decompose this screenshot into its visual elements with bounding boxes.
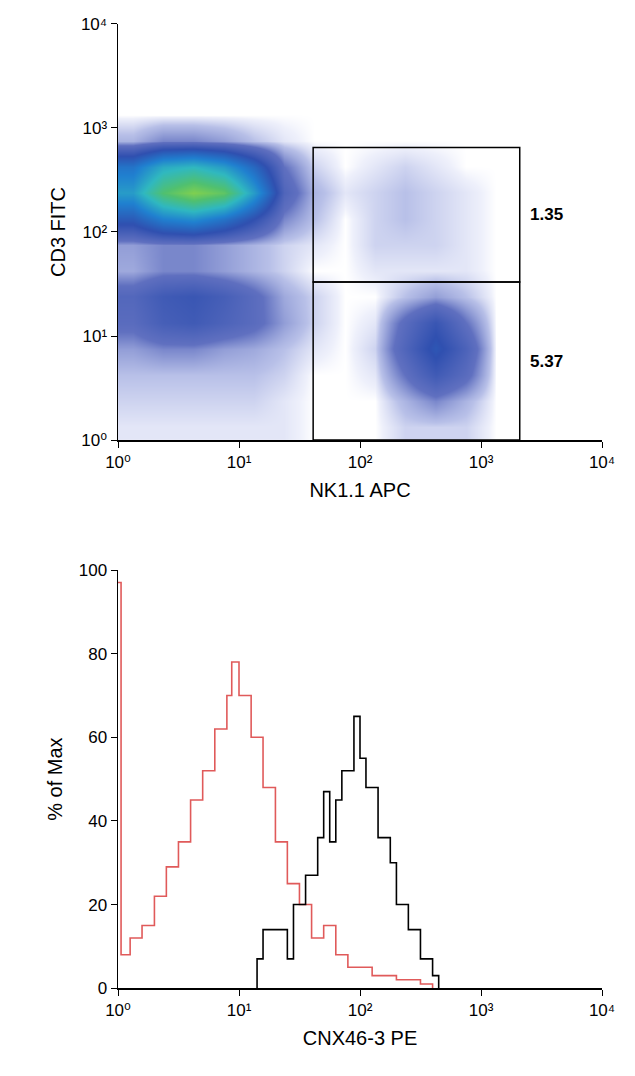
svg-text:10⁰: 10⁰ xyxy=(105,1001,131,1020)
svg-text:80: 80 xyxy=(88,645,107,664)
svg-text:10⁰: 10⁰ xyxy=(105,453,131,472)
svg-text:NK1.1 APC: NK1.1 APC xyxy=(309,479,410,501)
svg-text:10²: 10² xyxy=(83,223,108,242)
svg-text:5.37: 5.37 xyxy=(530,352,563,371)
svg-text:100: 100 xyxy=(79,561,107,580)
svg-text:10¹: 10¹ xyxy=(83,327,108,346)
svg-text:CD3 FITC: CD3 FITC xyxy=(47,187,69,277)
svg-text:60: 60 xyxy=(88,728,107,747)
svg-text:10¹: 10¹ xyxy=(227,1001,252,1020)
svg-text:CNX46-3 PE: CNX46-3 PE xyxy=(303,1027,418,1049)
svg-text:10⁰: 10⁰ xyxy=(81,431,107,450)
svg-text:1.35: 1.35 xyxy=(530,205,563,224)
svg-text:10⁴: 10⁴ xyxy=(589,453,615,472)
svg-text:% of Max: % of Max xyxy=(44,737,66,820)
svg-text:10³: 10³ xyxy=(469,453,494,472)
svg-text:10⁴: 10⁴ xyxy=(81,15,107,34)
svg-text:10²: 10² xyxy=(348,1001,373,1020)
svg-text:10⁴: 10⁴ xyxy=(589,1001,615,1020)
svg-text:0: 0 xyxy=(98,979,107,998)
svg-text:20: 20 xyxy=(88,895,107,914)
svg-text:10²: 10² xyxy=(348,453,373,472)
svg-text:10¹: 10¹ xyxy=(227,453,252,472)
svg-text:10³: 10³ xyxy=(83,119,108,138)
svg-text:40: 40 xyxy=(88,812,107,831)
svg-text:10³: 10³ xyxy=(469,1001,494,1020)
